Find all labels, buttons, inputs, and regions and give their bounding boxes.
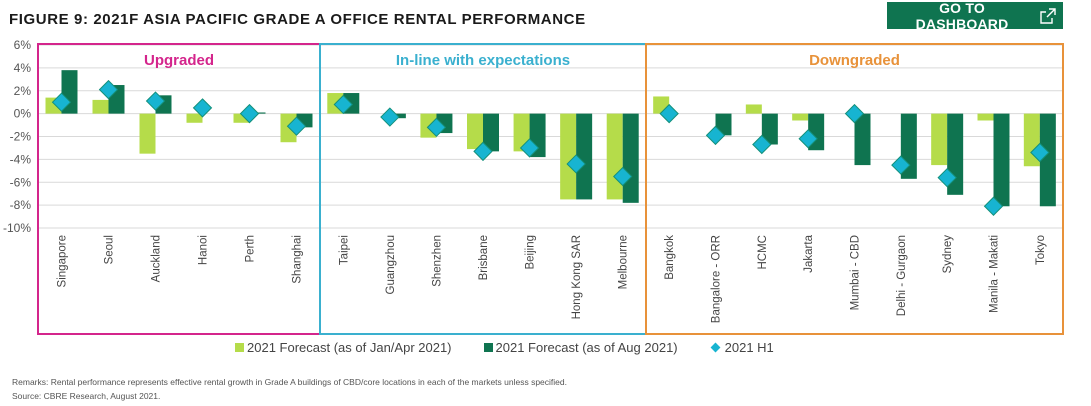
bar-forecast-jan-apr: [467, 113, 483, 150]
marker-h1: [286, 116, 307, 136]
legend-item-h1: 2021 H1: [710, 340, 774, 355]
remarks-text: Remarks: Rental performance represents e…: [12, 377, 567, 387]
x-category-label: Hong Kong SAR: [571, 235, 583, 319]
legend-diamond-icon: [710, 342, 721, 353]
x-category-label: Sydney: [942, 235, 954, 274]
legend-label: 2021 Forecast (as of Jan/Apr 2021): [247, 340, 452, 355]
marker-h1: [844, 103, 865, 124]
legend-label: 2021 Forecast (as of Aug 2021): [495, 340, 678, 355]
chart-footnotes: Remarks: Rental performance represents e…: [12, 375, 567, 403]
y-tick-label: 2%: [14, 84, 32, 98]
chart-legend: 2021 Forecast (as of Jan/Apr 2021) 2021 …: [235, 340, 774, 355]
group-label: Downgraded: [809, 52, 900, 69]
external-link-icon: [1039, 7, 1057, 25]
group-label: In-line with expectations: [396, 52, 570, 69]
y-tick-label: -6%: [10, 175, 32, 189]
legend-swatch-light-green: [235, 343, 244, 352]
figure-title: FIGURE 9: 2021F ASIA PACIFIC GRADE A OFF…: [9, 11, 586, 28]
x-category-label: Shenzhen: [431, 235, 443, 287]
bar-forecast-jan-apr: [233, 113, 250, 123]
group-box: [319, 43, 647, 335]
marker-h1: [983, 196, 1004, 216]
marker-h1: [613, 166, 633, 187]
x-category-label: Beijing: [525, 235, 537, 270]
bar-forecast-aug: [761, 113, 778, 145]
marker-h1: [937, 167, 957, 188]
bar-forecast-jan-apr: [513, 113, 530, 152]
legend-item-forecast-aug: 2021 Forecast (as of Aug 2021): [483, 340, 678, 355]
marker-h1: [519, 138, 540, 158]
marker-h1: [566, 154, 586, 174]
x-category-label: Shanghai: [292, 235, 304, 284]
marker-h1: [51, 92, 72, 112]
bar-forecast-jan-apr: [186, 113, 203, 123]
marker-h1: [1030, 142, 1050, 163]
bar-forecast-aug: [993, 113, 1010, 207]
bar-forecast-jan-apr: [977, 113, 994, 121]
legend-label: 2021 H1: [724, 340, 774, 355]
bar-forecast-aug: [1039, 113, 1056, 207]
x-category-label: Hanoi: [198, 235, 210, 265]
y-tick-label: -10%: [3, 221, 31, 235]
rental-performance-chart: 6% 4% 2% 0% -2% -4% -6% -8% -10% Upgraded In-line …: [3, 38, 1064, 335]
marker-h1: [659, 103, 679, 124]
x-category-label: Bangalore - ORR: [711, 235, 723, 323]
bar-forecast-jan-apr: [92, 99, 109, 114]
x-category-label: Auckland: [151, 235, 163, 282]
bar-forecast-jan-apr: [792, 113, 809, 121]
bar-forecast-aug: [854, 113, 871, 166]
bar-forecast-aug: [483, 113, 499, 152]
group-box: [645, 43, 1064, 335]
marker-h1: [891, 155, 911, 175]
y-tick-label: -8%: [10, 198, 32, 212]
y-tick-label: 4%: [14, 61, 32, 75]
dashboard-button-label: GO TO DASHBOARD: [915, 0, 1009, 32]
bar-forecast-aug: [622, 113, 639, 203]
marker-h1: [239, 103, 260, 124]
marker-h1: [192, 98, 213, 118]
x-category-label: Mumbai - CBD: [850, 235, 862, 310]
group-label: Upgraded: [144, 52, 214, 69]
y-tick-label: 6%: [14, 38, 32, 52]
marker-h1: [333, 94, 353, 115]
marker-h1: [705, 125, 726, 146]
x-category-label: Delhi - Gurgaon: [896, 235, 908, 316]
x-category-label: HCMC: [757, 235, 769, 270]
x-category-label: Jakarta: [803, 234, 815, 272]
marker-h1: [98, 79, 119, 100]
x-category-label: Manila - Makati: [989, 235, 1001, 313]
y-tick-label: -4%: [10, 152, 32, 166]
legend-swatch-dark-green: [483, 343, 493, 352]
x-category-label: Perth: [245, 235, 257, 263]
x-category-label: Singapore: [57, 235, 69, 287]
marker-h1: [473, 141, 493, 162]
x-category-label: Taipei: [338, 235, 350, 265]
marker-h1: [145, 91, 166, 111]
go-to-dashboard-button[interactable]: GO TO DASHBOARD: [887, 0, 1063, 32]
bar-forecast-jan-apr: [745, 104, 762, 114]
x-category-label: Tokyo: [1035, 235, 1047, 265]
marker-h1: [380, 107, 400, 127]
group-box: [37, 43, 321, 335]
bar-forecast-jan-apr: [139, 113, 156, 154]
x-category-label: Seoul: [104, 235, 116, 264]
x-category-label: Bangkok: [664, 235, 676, 280]
legend-item-forecast-jan-apr: 2021 Forecast (as of Jan/Apr 2021): [235, 340, 452, 355]
marker-h1: [798, 129, 818, 149]
y-tick-label: 0%: [14, 107, 32, 121]
marker-h1: [752, 134, 772, 155]
bar-forecast-jan-apr: [931, 113, 948, 166]
source-text: Source: CBRE Research, August 2021.: [12, 391, 161, 401]
bar-forecast-jan-apr: [560, 113, 577, 200]
x-category-label: Guangzhou: [385, 235, 397, 294]
marker-h1: [426, 117, 447, 138]
x-category-label: Melbourne: [618, 235, 630, 289]
bar-forecast-aug: [576, 113, 593, 200]
y-tick-label: -2%: [10, 130, 32, 144]
x-category-label: Brisbane: [478, 235, 490, 280]
bar-forecast-jan-apr: [606, 113, 623, 200]
